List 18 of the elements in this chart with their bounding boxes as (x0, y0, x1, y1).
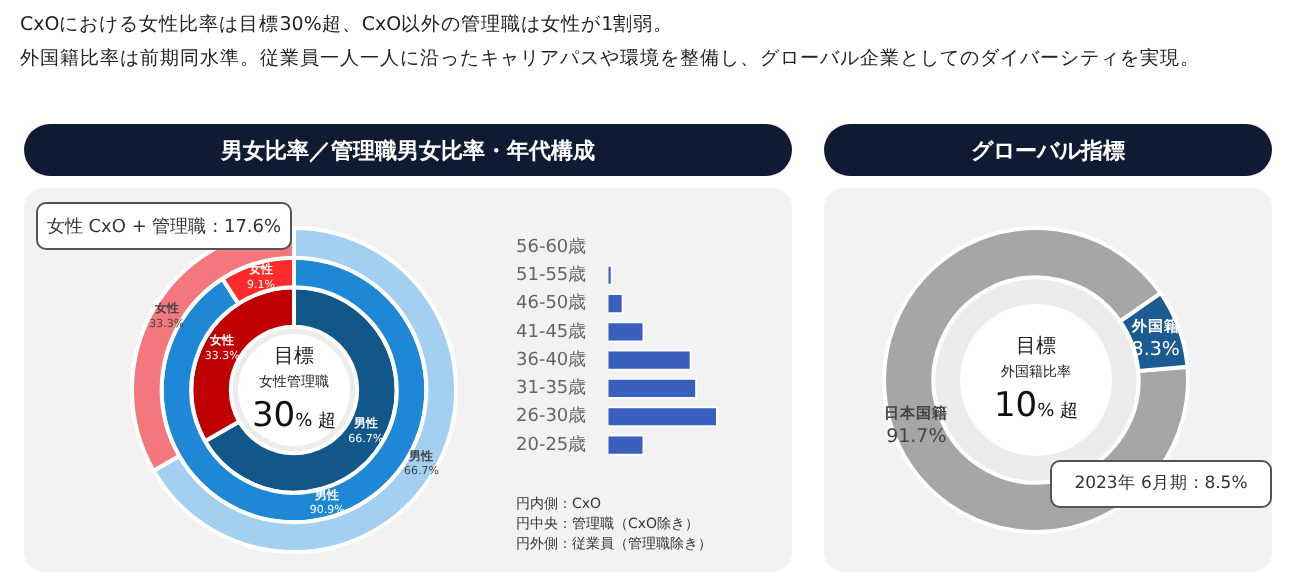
y-tick-label: 46-50歳 (515, 292, 587, 315)
text: 女性 CxO + 管理職 : 17.6% (36, 202, 292, 250)
y-tick-label: 41-45歳 (515, 320, 587, 343)
header-pill: グローバル指標 (824, 124, 1272, 176)
y-tick-label: 31-35歳 (515, 377, 587, 400)
text: 目標 (1014, 336, 1058, 360)
y-tick-label: 51-55歳 (515, 263, 587, 286)
y-tick-label: 56-60歳 (515, 235, 587, 258)
text: 2023年 6月期 : 8.5% (1050, 460, 1272, 508)
text: 外国籍比率は前期同水準。従業員一人一人に沿ったキャリアパスや環境を整備し、グローバル企業としてのダイバーシティを実現。 (20, 46, 1200, 72)
text: 10% 超 (993, 386, 1079, 426)
text: CxOにおける女性比率は目標30%超、CxO以外の管理職は女性が1割弱。 (20, 12, 674, 38)
header-pill: 男女比率／管理職男女比率・年代構成 (24, 124, 792, 176)
text: 目標 (274, 346, 314, 368)
y-tick-label: 36-40歳 (515, 348, 587, 371)
y-tick-label: 26-30歳 (515, 405, 587, 428)
text: 30% 超 (251, 396, 337, 436)
y-tick-label: 20-25歳 (515, 433, 587, 456)
